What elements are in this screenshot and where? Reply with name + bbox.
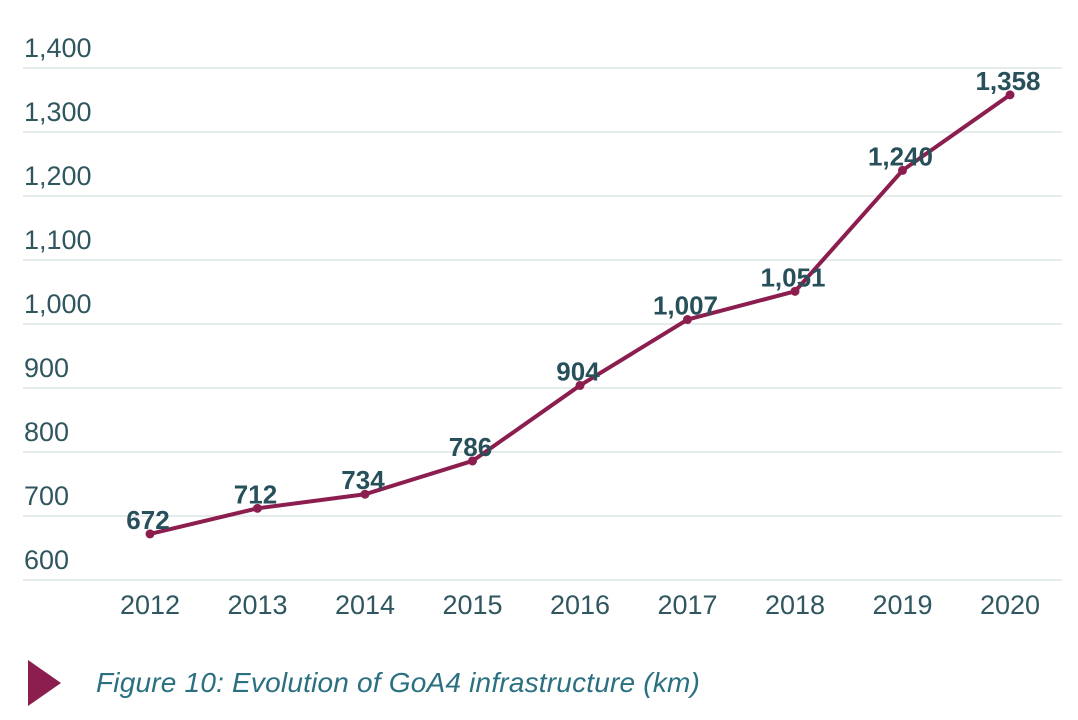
data-point-label: 712 <box>234 479 277 509</box>
data-point <box>790 286 800 296</box>
x-axis-tick-label: 2016 <box>550 590 610 620</box>
data-point <box>898 165 907 175</box>
y-axis-tick-label: 1,000 <box>24 289 92 319</box>
y-axis-tick-label: 1,400 <box>24 33 92 63</box>
data-point <box>468 456 477 466</box>
data-point-label: 786 <box>449 432 492 462</box>
x-axis-tick-label: 2018 <box>765 590 825 620</box>
figure-caption: Figure 10: Evolution of GoA4 infrastruct… <box>28 660 700 706</box>
data-point-label: 904 <box>556 356 600 386</box>
data-point <box>253 503 262 513</box>
x-axis-tick-label: 2019 <box>872 590 932 620</box>
data-point-label: 672 <box>126 505 169 535</box>
figure-caption-text: Figure 10: Evolution of GoA4 infrastruct… <box>96 667 701 698</box>
data-point <box>1005 90 1015 100</box>
x-axis-tick-label: 2014 <box>335 590 395 620</box>
data-point <box>575 380 585 390</box>
data-point-label: 1,240 <box>868 141 933 171</box>
y-axis-tick-label: 1,300 <box>24 97 92 127</box>
data-point <box>145 529 155 539</box>
x-axis-tick-label: 2012 <box>120 590 180 620</box>
y-axis-tick-label: 700 <box>24 481 69 511</box>
data-point-label: 734 <box>341 465 385 495</box>
x-axis-tick-label: 2013 <box>227 590 287 620</box>
data-point <box>360 489 370 499</box>
y-axis-tick-label: 800 <box>24 417 69 447</box>
x-axis-tick-label: 2020 <box>980 590 1040 620</box>
y-axis-tick-label: 900 <box>24 353 69 383</box>
x-axis-tick-label: 2015 <box>442 590 502 620</box>
line-chart: 600 700 800 900 1,000 1,100 1,200 1,300 1,400 201… <box>23 33 1062 620</box>
y-axis-tick-label: 1,200 <box>24 161 92 191</box>
data-point <box>683 315 692 325</box>
y-axis-tick-label: 1,100 <box>24 225 92 255</box>
y-axis-tick-label: 600 <box>24 545 69 575</box>
data-point-label: 1,358 <box>975 66 1040 96</box>
triangle-right-icon <box>28 660 61 706</box>
data-point-label: 1,007 <box>653 291 718 321</box>
x-axis-tick-label: 2017 <box>657 590 717 620</box>
data-point-label: 1,051 <box>760 262 825 292</box>
